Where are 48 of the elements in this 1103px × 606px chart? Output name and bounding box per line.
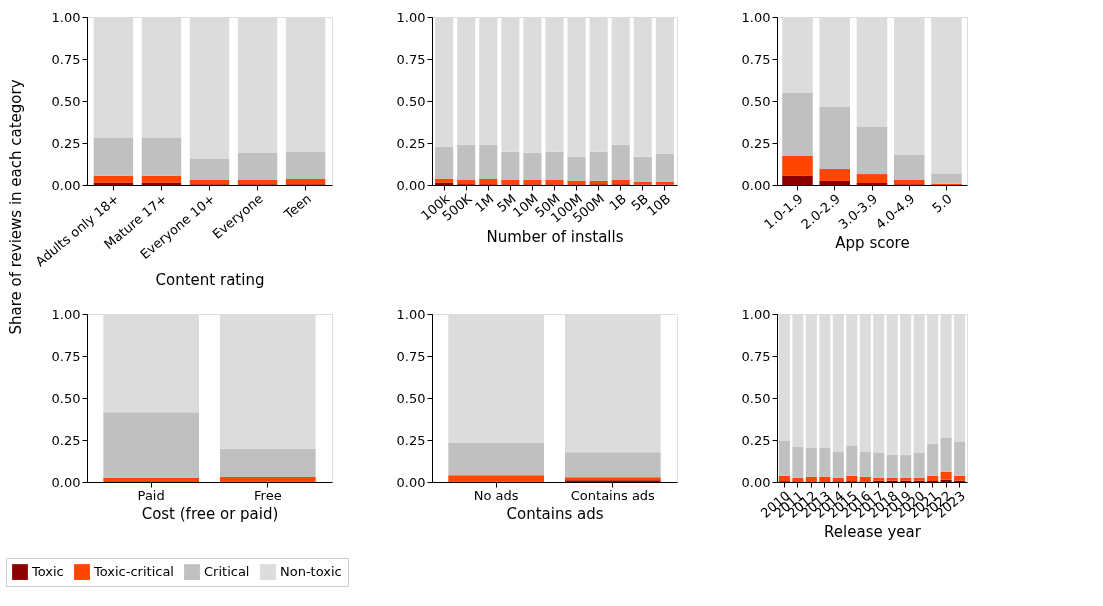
y-tick-label: 0.50 xyxy=(396,390,426,406)
y-tick-label: 0.75 xyxy=(51,348,81,364)
x-tick-label: 5.0 xyxy=(929,190,955,216)
legend-label: Critical xyxy=(204,564,250,580)
y-tick-label: 0.25 xyxy=(51,432,81,448)
y-tick-label: 0.00 xyxy=(396,177,426,193)
x-axis-title: Content rating xyxy=(155,271,265,290)
y-tick-label: 0.50 xyxy=(51,93,81,109)
x-tick-label: 1M xyxy=(472,190,497,215)
y-tick-label: 0.75 xyxy=(741,348,771,364)
y-tick-label: 0.00 xyxy=(51,177,81,193)
y-tick-label: 0.25 xyxy=(396,432,426,448)
y-tick-label: 1.00 xyxy=(51,306,81,322)
y-tick-label: 0.25 xyxy=(51,135,81,151)
y-tick-label: 0.00 xyxy=(51,474,81,490)
y-tick-label: 1.00 xyxy=(51,9,81,25)
legend-label: Toxic xyxy=(31,564,64,580)
y-tick-label: 0.00 xyxy=(396,474,426,490)
y-tick-label: 1.00 xyxy=(741,306,771,322)
legend-label: Toxic-critical xyxy=(93,564,174,580)
y-tick-label: 1.00 xyxy=(396,9,426,25)
y-tick-label: 0.50 xyxy=(741,390,771,406)
x-axis-title: Cost (free or paid) xyxy=(141,504,279,523)
x-tick-label: Contains ads xyxy=(570,487,656,503)
y-tick-label: 1.00 xyxy=(396,306,426,322)
y-tick-label: 0.00 xyxy=(741,474,771,490)
x-tick-label: Paid xyxy=(137,487,165,503)
y-tick-label: 0.00 xyxy=(741,177,771,193)
x-tick-label: Free xyxy=(254,487,282,503)
y-tick-label: 1.00 xyxy=(741,9,771,25)
x-tick-label: No ads xyxy=(473,487,519,503)
y-tick-label: 0.75 xyxy=(396,51,426,67)
y-axis-title: Share of reviews in each category xyxy=(7,79,25,335)
legend-label: Non-toxic xyxy=(280,564,342,580)
x-axis-title: Release year xyxy=(824,522,922,541)
y-tick-label: 0.50 xyxy=(396,93,426,109)
x-axis-title: Number of installs xyxy=(486,227,624,246)
x-tick-label: Teen xyxy=(280,190,314,223)
y-tick-label: 0.75 xyxy=(396,348,426,364)
x-axis-title: App score xyxy=(835,234,910,253)
x-tick-label: 1B xyxy=(606,190,630,214)
y-tick-label: 0.25 xyxy=(741,432,771,448)
y-tick-label: 0.25 xyxy=(741,135,771,151)
y-tick-label: 0.50 xyxy=(741,93,771,109)
y-tick-label: 0.50 xyxy=(51,390,81,406)
y-tick-label: 0.75 xyxy=(741,51,771,67)
y-tick-label: 0.75 xyxy=(51,51,81,67)
y-tick-label: 0.25 xyxy=(396,135,426,151)
